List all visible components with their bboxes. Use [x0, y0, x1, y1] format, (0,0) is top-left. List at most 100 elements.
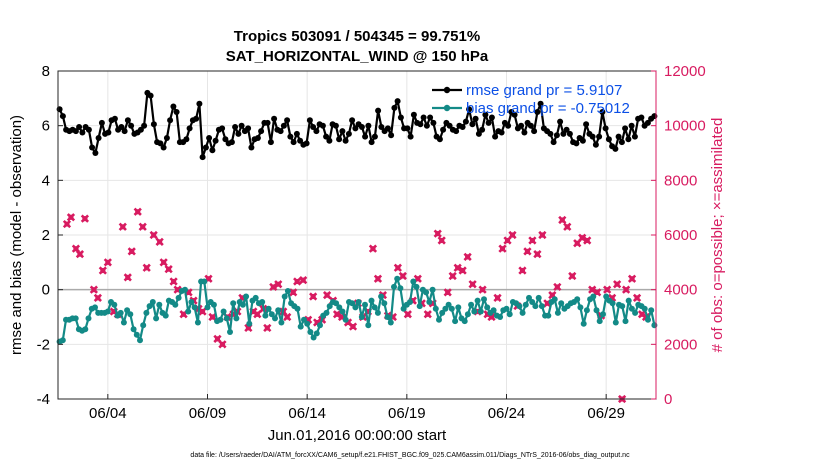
obs-possible-mark — [494, 295, 501, 301]
rmse-point — [534, 109, 541, 115]
obs-possible-mark — [439, 237, 445, 244]
obs-point — [348, 322, 358, 331]
bias-point — [149, 299, 156, 305]
obs-point — [621, 285, 631, 294]
rmse-point — [628, 122, 635, 129]
rmse-point — [596, 133, 603, 140]
obs-point — [149, 230, 158, 240]
obs-possible-mark — [275, 281, 281, 287]
bias-point — [645, 316, 651, 323]
rmse-point — [147, 92, 154, 99]
obs-possible-mark — [465, 254, 471, 260]
obs-possible-mark — [614, 281, 620, 287]
obs-possible-mark — [529, 237, 536, 244]
obs-point — [393, 263, 402, 272]
bias-point — [124, 307, 131, 314]
rmse-point — [111, 115, 118, 122]
obs-possible-mark — [629, 276, 635, 282]
bias-point — [281, 293, 288, 300]
bias-point — [461, 318, 468, 325]
bias-point — [622, 318, 629, 325]
bias-point — [436, 316, 442, 323]
rmse-point — [124, 117, 131, 124]
obs-possible-mark — [82, 216, 88, 222]
obs-possible-mark — [455, 265, 461, 271]
bias-point — [172, 301, 179, 308]
bias-point — [72, 315, 79, 322]
obs-point — [93, 293, 102, 302]
obs-point — [563, 222, 572, 231]
bias-point — [596, 318, 603, 325]
bias-point — [423, 289, 430, 296]
obs-possible-mark — [370, 246, 376, 252]
bias-point — [85, 315, 92, 322]
bias-point — [230, 300, 237, 307]
obs-possible-mark — [219, 341, 226, 347]
obs-point — [593, 288, 602, 297]
rmse-point — [531, 128, 538, 135]
rmse-point — [605, 136, 612, 143]
tick-label-y-right: 10000 — [664, 118, 706, 135]
rmse-point — [518, 122, 525, 129]
series-lines — [56, 89, 658, 345]
obs-point — [588, 285, 597, 294]
obs-point — [208, 312, 217, 322]
bias-point — [371, 304, 378, 311]
obs-possible-mark — [524, 248, 531, 254]
obs-possible-mark — [509, 232, 516, 238]
bias-point — [378, 293, 385, 300]
rmse-point — [410, 111, 417, 118]
bias-point — [612, 319, 619, 326]
obs-possible-mark — [460, 267, 466, 274]
rmse-point — [267, 139, 274, 146]
bias-point — [426, 299, 433, 305]
obs-possible-mark — [270, 284, 276, 290]
obs-possible-mark — [105, 259, 111, 265]
legend-marker — [443, 86, 451, 94]
bias-point — [339, 308, 346, 315]
obs-point — [448, 271, 457, 281]
tick-label-y-left: 8 — [42, 63, 50, 80]
bias-point — [297, 323, 304, 330]
obs-possible-mark — [499, 246, 506, 252]
rmse-point — [89, 144, 96, 151]
y-axis-label-left: rmse and bias (model - observation) — [8, 115, 25, 355]
bias-point — [362, 301, 368, 308]
rmse-point — [85, 126, 92, 133]
bias-point — [188, 299, 195, 305]
rmse-point — [427, 114, 434, 121]
rmse-point — [79, 129, 86, 136]
obs-possible-mark — [375, 276, 381, 282]
rmse-point — [553, 132, 560, 139]
bias-point — [133, 331, 140, 338]
rmse-point — [618, 139, 625, 146]
tick-label-y-left: 4 — [42, 172, 50, 189]
rmse-point — [384, 125, 391, 132]
rmse-point — [583, 121, 590, 128]
ticks: -4 -2 0 2 4 6 8 0 2000 4000 6000 8000 10000 12000 06/0… — [37, 63, 706, 422]
obs-point — [98, 266, 107, 275]
rmse-point — [397, 114, 404, 121]
bias-point — [474, 297, 481, 304]
rmse-point — [579, 137, 586, 144]
legend-label: bias grand pr = -0.75012 — [466, 100, 630, 117]
rmse-point — [365, 122, 372, 129]
obs-possible-mark — [395, 265, 401, 271]
bias-point — [529, 299, 536, 305]
rmse-point — [440, 126, 447, 133]
obs-point — [164, 265, 173, 274]
bias-point — [349, 300, 356, 307]
tick-label-y-left: 2 — [42, 227, 50, 244]
obs-point — [299, 275, 308, 285]
bias-point — [452, 318, 459, 325]
rmse-point — [345, 130, 352, 137]
rmse-point — [232, 124, 239, 130]
obs-possible-mark — [254, 311, 260, 317]
bias-point — [317, 322, 323, 329]
rmse-point — [277, 128, 284, 135]
obs-point — [332, 310, 342, 319]
rmse-point — [349, 117, 356, 124]
bias-point — [210, 301, 217, 308]
rmse-point — [391, 104, 398, 111]
obs-point — [155, 237, 164, 246]
